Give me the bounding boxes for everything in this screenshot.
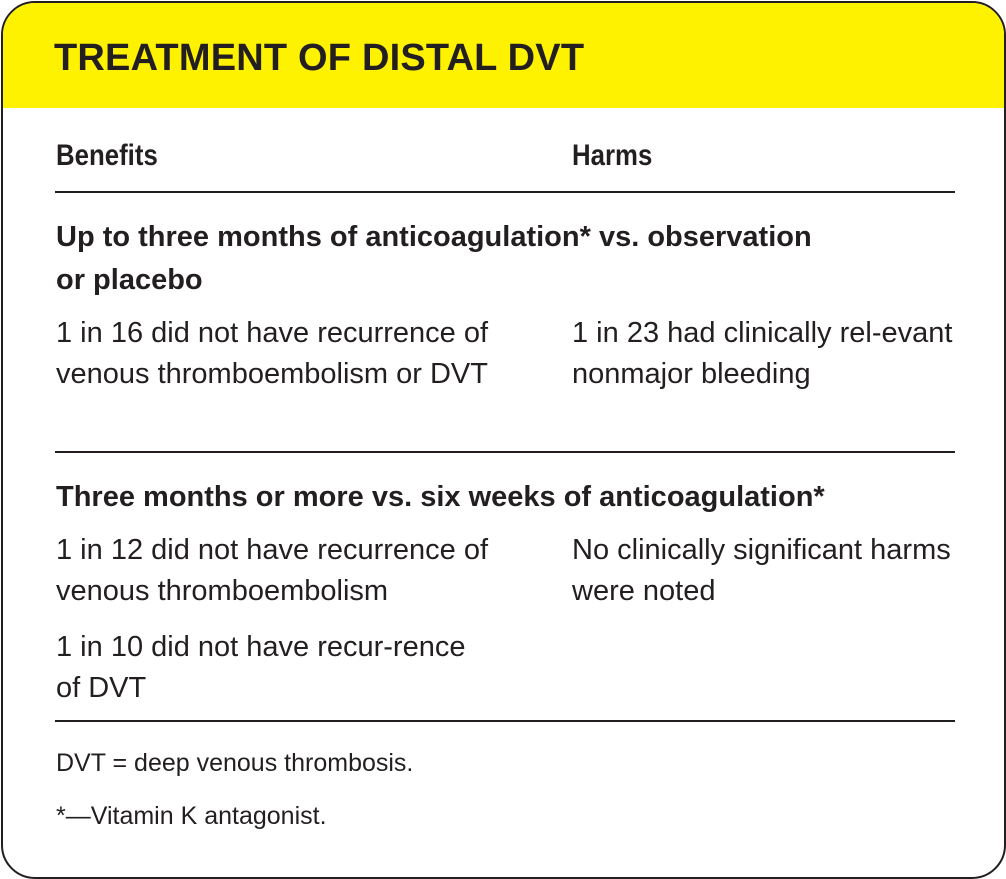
benefits-column-header: Benefits <box>56 139 158 172</box>
section-heading-line: or placebo <box>56 264 203 296</box>
section-heading-three-months-vs-six-weeks: Three months or more vs. six weeks of an… <box>56 481 825 513</box>
section-heading-line: Up to three months of anticoagulation* v… <box>56 221 812 253</box>
harm-cell: 1 in 23 had clinically rel-evant nonmajo… <box>572 317 953 390</box>
harm-cell: No clinically significant harms were not… <box>572 534 951 607</box>
harms-column-header: Harms <box>572 139 653 172</box>
benefit-cell: 1 in 12 did not have recurrence of venou… <box>56 534 489 607</box>
footer-divider <box>55 720 955 722</box>
section-heading-anticoagulation-vs-observation: Up to three months of anticoagulation* v… <box>56 216 956 302</box>
section-divider <box>55 451 955 453</box>
footnote-abbreviation: DVT = deep venous thrombosis. <box>56 749 414 777</box>
header-divider <box>55 191 955 193</box>
benefit-cell: 1 in 16 did not have recurrence of venou… <box>56 317 489 390</box>
table-title: TREATMENT OF DISTAL DVT <box>54 37 585 79</box>
footnote-asterisk: *—Vitamin K antagonist. <box>56 802 327 830</box>
title-banner: TREATMENT OF DISTAL DVT <box>3 3 1004 108</box>
benefit-cell: 1 in 10 did not have recur-rence of DVT <box>56 631 466 704</box>
